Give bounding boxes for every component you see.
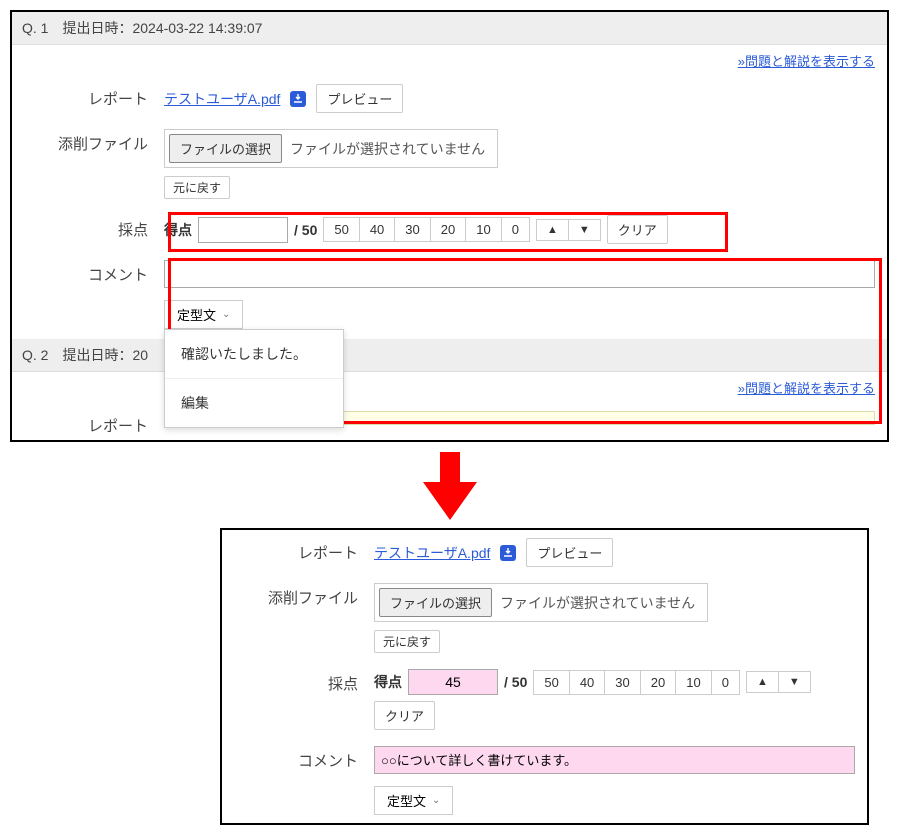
q2-header: Q. 2 提出日時：20 — [12, 339, 887, 372]
label-comment-b: コメント — [234, 746, 374, 771]
no-file-text-b: ファイルが選択されていません — [492, 593, 703, 613]
score-label-b: 得点 — [374, 672, 402, 692]
chevron-down-icon-b: ⌄ — [432, 795, 440, 806]
val-comment-b: 定型文 ⌄ — [374, 746, 855, 815]
row-file-top: 添削ファイル ファイルの選択 ファイルが選択されていません 元に戻す — [12, 121, 887, 207]
score-clear-button[interactable]: クリア — [607, 215, 668, 244]
label-file-b: 添削ファイル — [234, 583, 374, 608]
score-up-button-b[interactable]: ▲ — [746, 671, 779, 693]
score-20-button-b[interactable]: 20 — [640, 670, 676, 695]
val-comment-top: 定型文 ⌄ 確認いたしました。 編集 — [164, 260, 875, 329]
score-quick-group-b: 50 40 30 20 10 0 — [533, 670, 740, 695]
template-button[interactable]: 定型文 ⌄ — [164, 300, 243, 329]
score-40-button[interactable]: 40 — [359, 217, 395, 242]
row-report-top: レポート テストユーザA.pdf プレビュー — [12, 76, 887, 121]
revert-button[interactable]: 元に戻す — [164, 176, 230, 199]
show-q2-link[interactable]: »問題と解説を表示する — [738, 381, 875, 396]
choose-file-button-b[interactable]: ファイルの選択 — [379, 588, 492, 617]
label-score-b: 採点 — [234, 669, 374, 694]
download-icon[interactable] — [290, 91, 306, 107]
comment-textarea-b[interactable] — [374, 746, 855, 774]
chevron-down-icon: ⌄ — [222, 309, 230, 320]
row-report-bottom: レポート テストユーザA.pdf プレビュー — [222, 530, 867, 575]
template-button-b[interactable]: 定型文 ⌄ — [374, 786, 453, 815]
template-menu: 確認いたしました。 編集 — [164, 329, 344, 428]
row-comment-bottom: コメント 定型文 ⌄ — [222, 738, 867, 823]
val-report-top: テストユーザA.pdf プレビュー — [164, 84, 875, 113]
val-score-b: 得点 / 50 50 40 30 20 10 0 ▲ ▼ クリア — [374, 669, 855, 730]
score-40-button-b[interactable]: 40 — [569, 670, 605, 695]
score-quick-group: 50 40 30 20 10 0 — [323, 217, 530, 242]
val-score-top: 得点 / 50 50 40 30 20 10 0 ▲ ▼ クリア — [164, 215, 875, 244]
score-10-button[interactable]: 10 — [465, 217, 501, 242]
big-arrow-icon — [10, 452, 889, 522]
q1-header: Q. 1 提出日時：2024-03-22 14:39:07 — [12, 12, 887, 45]
label-report-q2: レポート — [24, 411, 164, 436]
label-report: レポート — [24, 84, 164, 109]
no-file-text: ファイルが選択されていません — [282, 139, 493, 159]
row-score-bottom: 採点 得点 / 50 50 40 30 20 10 0 ▲ ▼ クリア — [222, 661, 867, 738]
row-file-bottom: 添削ファイル ファイルの選択 ファイルが選択されていません 元に戻す — [222, 575, 867, 661]
score-30-button-b[interactable]: 30 — [604, 670, 640, 695]
panel-after: レポート テストユーザA.pdf プレビュー 添削ファイル ファイルの選択 ファ… — [220, 528, 869, 825]
choose-file-button[interactable]: ファイルの選択 — [169, 134, 282, 163]
score-50-button-b[interactable]: 50 — [533, 670, 569, 695]
val-file-b: ファイルの選択 ファイルが選択されていません 元に戻す — [374, 583, 855, 653]
panel-before: Q. 1 提出日時：2024-03-22 14:39:07 »問題と解説を表示す… — [10, 10, 889, 442]
score-20-button[interactable]: 20 — [430, 217, 466, 242]
preview-button[interactable]: プレビュー — [316, 84, 403, 113]
row-report-q2: レポート — [12, 403, 887, 440]
show-q2-link-row: »問題と解説を表示する — [12, 372, 887, 403]
score-step-group-b: ▲ ▼ — [746, 671, 811, 693]
score-10-button-b[interactable]: 10 — [675, 670, 711, 695]
score-30-button[interactable]: 30 — [394, 217, 430, 242]
download-icon-b[interactable] — [500, 545, 516, 561]
label-file: 添削ファイル — [24, 129, 164, 154]
template-label-b: 定型文 — [387, 791, 426, 810]
score-down-button-b[interactable]: ▼ — [778, 671, 811, 693]
row-score-top: 採点 得点 / 50 50 40 30 20 10 0 ▲ ▼ クリア — [12, 207, 887, 252]
show-q1-link[interactable]: »問題と解説を表示する — [738, 54, 875, 69]
row-comment-top: コメント 定型文 ⌄ 確認いたしました。 編集 — [12, 252, 887, 337]
score-down-button[interactable]: ▼ — [568, 219, 601, 241]
show-q1-link-row: »問題と解説を表示する — [12, 45, 887, 76]
template-dropdown: 定型文 ⌄ 確認いたしました。 編集 — [164, 300, 243, 329]
score-up-button[interactable]: ▲ — [536, 219, 569, 241]
template-item-edit[interactable]: 編集 — [165, 378, 343, 427]
report-file-link-b[interactable]: テストユーザA.pdf — [374, 543, 490, 563]
score-50-button[interactable]: 50 — [323, 217, 359, 242]
score-step-group: ▲ ▼ — [536, 219, 601, 241]
score-input[interactable] — [198, 217, 288, 243]
val-file-top: ファイルの選択 ファイルが選択されていません 元に戻す — [164, 129, 875, 199]
label-report-b: レポート — [234, 538, 374, 563]
score-input-b[interactable] — [408, 669, 498, 695]
preview-button-b[interactable]: プレビュー — [526, 538, 613, 567]
comment-textarea[interactable] — [164, 260, 875, 288]
report-file-link[interactable]: テストユーザA.pdf — [164, 89, 280, 109]
score-label: 得点 — [164, 220, 192, 240]
revert-button-b[interactable]: 元に戻す — [374, 630, 440, 653]
score-max: / 50 — [294, 222, 317, 238]
label-comment: コメント — [24, 260, 164, 285]
score-0-button[interactable]: 0 — [501, 217, 530, 242]
score-max-b: / 50 — [504, 674, 527, 690]
val-report-b: テストユーザA.pdf プレビュー — [374, 538, 855, 567]
score-clear-button-b[interactable]: クリア — [374, 701, 435, 730]
label-score: 採点 — [24, 215, 164, 240]
template-label: 定型文 — [177, 305, 216, 324]
template-dropdown-b: 定型文 ⌄ — [374, 786, 453, 815]
template-item-confirm[interactable]: 確認いたしました。 — [165, 330, 343, 378]
score-0-button-b[interactable]: 0 — [711, 670, 740, 695]
